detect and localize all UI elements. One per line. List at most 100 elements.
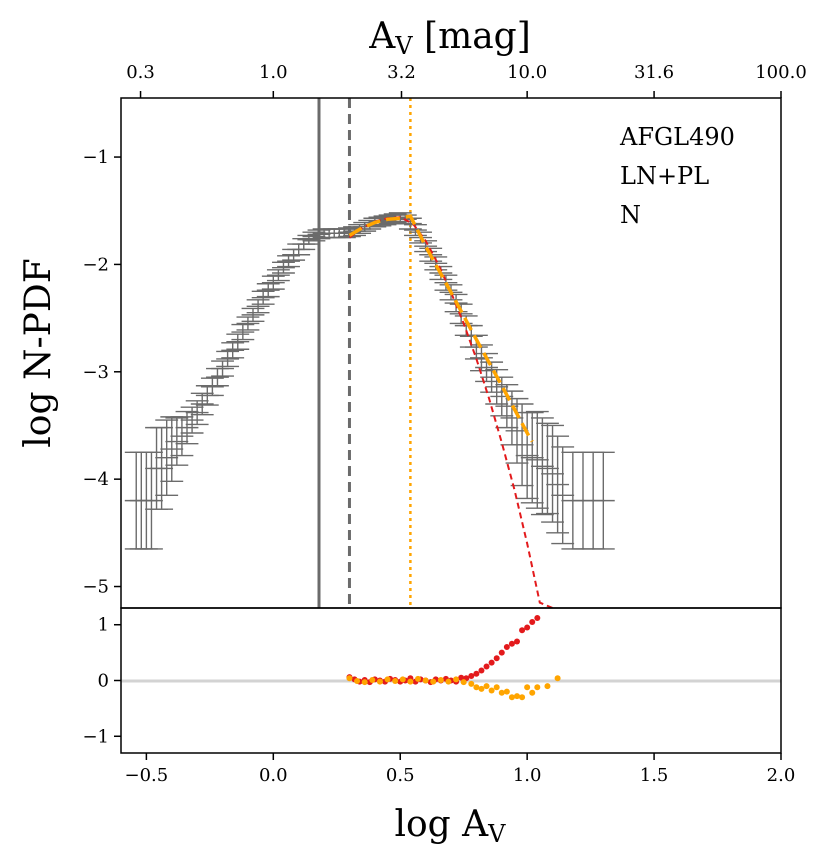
x-tick-label: 0.0 [259, 765, 288, 786]
ln-pl-residuals-point [493, 684, 500, 691]
ln-pl-residuals-point [415, 675, 421, 682]
y-tick-label: −1 [82, 147, 109, 168]
ln-pl-residuals-point [384, 676, 391, 683]
ln-pl-residuals-point [376, 678, 383, 685]
residual-y-tick-label: 0 [98, 671, 109, 692]
errorbar-point [180, 406, 204, 434]
ln-residuals-point [498, 649, 505, 656]
ln-residuals-point [524, 624, 531, 631]
x-tick-label: −0.5 [125, 765, 169, 786]
errorbar-point [155, 419, 179, 496]
ln-pl-residuals-point [524, 684, 531, 691]
errorbar-point [140, 451, 163, 550]
ln-pl-fit-line [348, 214, 534, 443]
ln-pl-residuals-point [483, 683, 490, 690]
residual-points [346, 615, 561, 701]
errorbar-point [525, 410, 549, 509]
fit-lines [348, 214, 553, 608]
errorbar-point [221, 342, 245, 359]
npdf-errorbars [124, 212, 615, 550]
errorbar-point [536, 422, 559, 515]
errorbar-point [200, 377, 224, 397]
errorbar-point [541, 424, 564, 523]
ln-pl-residuals-point [399, 676, 406, 683]
errorbar-point [206, 367, 229, 387]
errorbar-point [490, 376, 514, 417]
ln-residuals-point [478, 667, 485, 674]
top-tick-label: 10.0 [507, 62, 547, 83]
x-tick-label: 2.0 [767, 765, 796, 786]
errorbar-point [241, 307, 265, 323]
errorbar-point [530, 417, 554, 516]
errorbar-point [510, 403, 534, 487]
x-tick-label: 1.5 [640, 765, 669, 786]
ln-pl-residuals-point [460, 679, 467, 686]
top-tick-label: 31.6 [634, 62, 674, 83]
x-axis-label: log AV [394, 804, 506, 848]
ln-fit-line [348, 216, 553, 608]
main-panel: −1 −2 −3 −4 −5 AFGL490 LN+PL N [82, 97, 782, 609]
residual-panel: 1 0 −1 [82, 607, 782, 754]
errorbar-point [211, 360, 234, 377]
errorbar-point [520, 411, 544, 504]
residual-y-tick-label: −1 [82, 726, 109, 747]
ln-pl-residuals-point [369, 676, 376, 683]
ln-pl-residuals-point [514, 693, 520, 700]
y-tick-label: −3 [82, 362, 109, 383]
ln-pl-residuals-point [430, 678, 437, 685]
annotations: AFGL490 LN+PL N [619, 123, 735, 229]
y-tick-label: −5 [82, 577, 109, 598]
ln-pl-residuals-point [453, 676, 460, 683]
ln-residuals-point [503, 644, 510, 651]
top-tick-label: 3.2 [387, 62, 416, 83]
ln-residuals-point [468, 673, 475, 680]
ln-pl-residuals-point [488, 687, 495, 694]
errorbar-point [256, 283, 280, 298]
errorbar-point [277, 255, 300, 268]
errorbar-point [170, 416, 194, 457]
top-axis-ticks: 0.3 1.0 3.2 10.0 31.6 100.0 [126, 62, 807, 98]
annotation-text: AFGL490 [619, 123, 735, 151]
errorbar-point [591, 451, 615, 550]
errorbar-point [251, 290, 275, 305]
errorbar-point [449, 303, 473, 325]
errorbar-point [246, 299, 270, 314]
errorbar-point [231, 323, 255, 341]
y-tick-label: −4 [82, 469, 109, 490]
main-y-ticks: −1 −2 −3 −4 −5 [82, 147, 121, 598]
errorbar-point [551, 446, 575, 545]
ln-pl-residuals-point [392, 678, 399, 685]
ln-pl-residuals-point [498, 689, 505, 696]
ln-pl-residuals-point [354, 678, 361, 685]
x-tick-label: 1.0 [513, 765, 542, 786]
reference-lines [317, 98, 412, 608]
ln-pl-residuals-point [534, 684, 541, 691]
ln-residuals-point [508, 640, 515, 647]
errorbar-point [216, 350, 240, 368]
ln-residuals-point [483, 663, 490, 670]
errorbar-point [266, 269, 290, 282]
errorbar-point [160, 416, 184, 483]
top-axis-label: AV [mag] [368, 16, 531, 60]
ln-pl-residuals-point [361, 679, 368, 686]
ln-pl-residuals-point [478, 685, 485, 692]
x-tick-label: 0.5 [386, 765, 415, 786]
ln-pl-residuals-point [407, 678, 414, 685]
residual-y-ticks: 1 0 −1 [82, 615, 121, 747]
annotation-text: LN+PL [620, 162, 709, 190]
errorbar-point [272, 261, 295, 274]
errorbar-point [190, 392, 214, 416]
residual-y-tick-label: 1 [98, 615, 109, 636]
errorbar-point [165, 417, 189, 466]
y-tick-label: −2 [82, 254, 109, 275]
ln-residuals-point [473, 670, 480, 677]
top-tick-label: 1.0 [259, 62, 288, 83]
top-tick-label: 100.0 [755, 62, 807, 83]
errorbar-point [226, 333, 250, 350]
errorbar-point [261, 275, 285, 290]
errorbar-point [297, 234, 321, 245]
ln-pl-residuals-point [468, 680, 475, 687]
ln-pl-residuals-point [508, 694, 515, 701]
ln-residuals-point [534, 615, 541, 622]
errorbar-point [150, 426, 174, 510]
